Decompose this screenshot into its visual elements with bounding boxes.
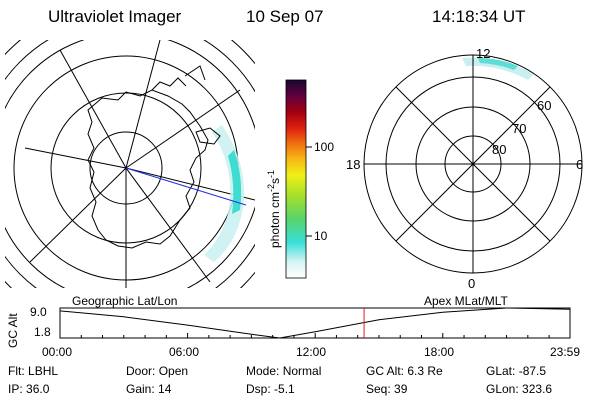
mlt-aurora — [462, 57, 534, 80]
mlat-label-70: 70 — [512, 121, 527, 136]
coastline-islands — [195, 127, 221, 145]
mlt-label-6: 6 — [576, 157, 584, 172]
info-door: Door: Open — [126, 364, 189, 378]
coastline-peninsula — [151, 77, 187, 91]
alt-xtick: 12:00 — [296, 345, 327, 359]
app-title: Ultraviolet Imager — [48, 7, 182, 26]
coastline — [87, 89, 209, 249]
info-seq: Seq: 39 — [366, 382, 408, 396]
alt-xtick: 00:00 — [42, 345, 73, 359]
mlt-meridian — [395, 86, 551, 242]
info-mode: Mode: Normal — [246, 364, 322, 378]
mlt-aurora-core — [478, 58, 518, 70]
alt-ytick-bottom: 1.8 — [34, 325, 51, 339]
mlt-label-18: 18 — [346, 157, 361, 172]
geo-meridian — [125, 89, 241, 169]
mlat-label-60: 60 — [537, 98, 552, 113]
orbit-track-line — [125, 167, 247, 206]
alt-ytick-top: 9.0 — [30, 305, 47, 319]
info-gc-alt: GC Alt: 6.3 Re — [366, 364, 443, 378]
mlt-label-0: 0 — [468, 276, 476, 291]
alt-xtick: 23:59 — [550, 345, 581, 359]
mlat-label-80: 80 — [492, 142, 507, 157]
info-dsp: Dsp: -5.1 — [246, 382, 295, 396]
alt-xtick: 18:00 — [424, 345, 455, 359]
geo-aurora-core — [228, 150, 242, 214]
geo-meridian — [24, 147, 127, 169]
info-gain: Gain: 14 — [126, 382, 172, 396]
mlt-label-12: 12 — [476, 46, 491, 61]
time-label: 14:18:34 UT — [432, 7, 526, 26]
altitude-curve — [59, 307, 571, 339]
info-flt: Flt: LBHL — [8, 364, 59, 378]
info-glon: GLon: 323.6 — [486, 382, 553, 396]
colorbar-gradient — [285, 79, 307, 279]
geo-meridian — [59, 49, 127, 169]
colorbar-tick-label-10: 10 — [314, 229, 328, 243]
coastline-south-america — [184, 65, 206, 81]
geo-aurora — [204, 125, 245, 262]
info-ip: IP: 36.0 — [8, 382, 50, 396]
geo-meridian — [125, 40, 161, 169]
geo-meridian — [125, 167, 211, 283]
colorbar-tick-label-100: 100 — [314, 140, 335, 154]
info-glat: GLat: -87.5 — [486, 364, 547, 378]
date-label: 10 Sep 07 — [246, 7, 324, 26]
mlt-map-label: Apex MLat/MLT — [424, 294, 508, 308]
geo-meridian — [29, 167, 127, 263]
alt-xtick: 06:00 — [169, 345, 200, 359]
geo-map-label: Geographic Lat/Lon — [72, 294, 178, 308]
